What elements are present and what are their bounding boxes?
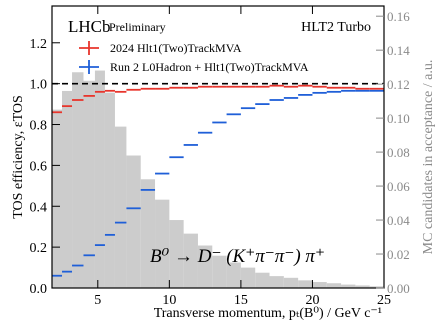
y2-tick-label: 0.10 [387,111,410,126]
axis-ticks: 5 10 15 20 25 0.0 0.2 0.4 0.6 0.8 1.0 1.2 0.00 0.02 0.… [30,6,410,308]
histogram-bar [269,276,284,288]
y-tick-label: 0.4 [30,200,48,215]
histogram-bar [240,267,256,288]
legend-label-2024: 2024 Hlt1(Two)TrackMVA [110,41,242,55]
histogram-bar [104,92,115,289]
histogram-bar [197,245,213,288]
y2-tick-label: 0.06 [387,179,410,194]
histogram-bar [212,255,227,288]
y2-tick-label: 0.16 [387,9,410,24]
y2-tick-label: 0.14 [387,43,410,58]
trigger-label: HLT2 Turbo [301,20,371,35]
histogram-bar [312,282,327,288]
histogram-bar [94,70,105,288]
y2-tick-label: 0.04 [387,213,410,228]
y2-tick-label: 0.12 [387,77,410,92]
x-tick-label: 25 [377,293,391,308]
y2-tick-label: 0.00 [387,281,410,296]
y-tick-label: 1.2 [30,37,48,52]
histogram-bar [169,220,184,288]
x-tick-label: 10 [162,293,176,308]
y-tick-label: 0.2 [30,241,48,256]
legend-entry-2024: 2024 Hlt1(Two)TrackMVA [79,41,242,55]
histogram-bar [52,109,63,289]
y-tick-label: 1.0 [30,78,48,93]
histogram-layer [52,70,384,289]
y2-axis-title: MC candidates in acceptance / a.u. [421,60,436,255]
histogram-bar [298,280,313,288]
histogram-bar [341,284,356,288]
histogram-bar [62,90,73,288]
histogram-bar [326,283,342,288]
y2-tick-label: 0.08 [387,145,410,160]
legend-label-run2: Run 2 L0Hadron + Hlt1(Two)TrackMVA [110,60,309,74]
histogram-bar [72,72,84,288]
histogram-bar [140,179,156,288]
histogram-bar [83,80,95,289]
x-tick-label: 15 [234,293,248,308]
y2-tick-label: 0.02 [387,247,410,262]
legend-entry-run2: Run 2 L0Hadron + Hlt1(Two)TrackMVA [79,60,309,74]
histogram-bar [114,126,127,288]
legend: 2024 Hlt1(Two)TrackMVA Run 2 L0Hadron + … [79,41,309,74]
histogram-bar [255,272,270,288]
x-tick-label: 5 [94,293,101,308]
y-tick-label: 0.6 [30,159,48,174]
decay-label: B⁰ → D⁻ (K⁺π⁻π⁻) π⁺ [150,246,325,267]
histogram-bar [355,285,370,288]
histogram-bar [183,233,198,288]
histogram-bar [369,286,384,288]
experiment-tag: Preliminary [109,20,166,34]
x-axis-title: Transverse momentum, pₜ(B⁰) / GeV c⁻¹ [154,306,382,321]
x-tick-label: 20 [305,293,319,308]
series-layer [52,84,384,277]
y-tick-label: 0.8 [30,119,48,134]
histogram-bar [283,277,299,288]
y-axis-title: TOS efficiency, εTOS [11,95,26,219]
histogram-bar [155,199,170,288]
histogram-bar [226,262,241,288]
y-tick-label: 0.0 [30,282,48,297]
plot-frame [51,5,385,289]
experiment-label: LHCb [68,17,111,36]
histogram-bar [126,155,141,288]
